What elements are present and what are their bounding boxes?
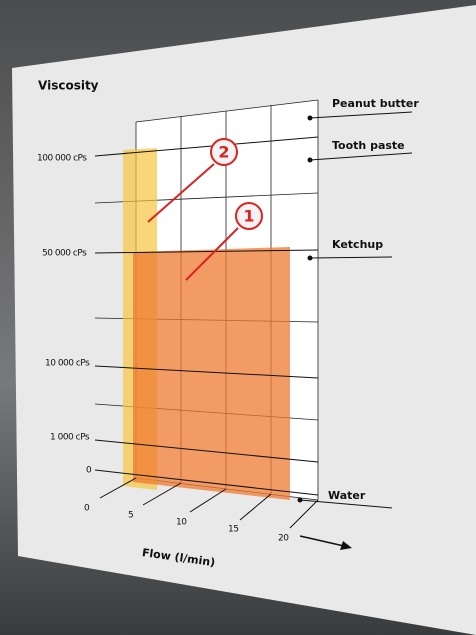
y-label: 1 000 cPs bbox=[50, 433, 90, 443]
y-label: 50 000 cPs bbox=[42, 249, 87, 259]
callout-number: 2 bbox=[218, 143, 229, 162]
x-label: 0 bbox=[84, 504, 90, 514]
x-label: 15 bbox=[228, 525, 238, 535]
material-label: Ketchup bbox=[332, 238, 383, 251]
scene: Viscosity 100 000 cPs 5 bbox=[0, 0, 476, 635]
leader-dot bbox=[308, 158, 313, 163]
y-label: 10 000 cPs bbox=[45, 359, 90, 369]
x-label: 20 bbox=[278, 534, 289, 544]
y-label: 100 000 cPs bbox=[37, 154, 87, 164]
page: Viscosity 100 000 cPs 5 bbox=[0, 0, 476, 635]
y-label: 0 bbox=[86, 466, 92, 476]
leader-dot bbox=[308, 256, 313, 261]
leader-dot bbox=[298, 498, 303, 503]
leader-dot bbox=[308, 116, 313, 121]
range-1 bbox=[133, 247, 290, 500]
x-label: 10 bbox=[176, 518, 187, 528]
material-label: Peanut butter bbox=[332, 97, 419, 110]
material-label: Water bbox=[328, 489, 366, 502]
material-label: Tooth paste bbox=[332, 139, 405, 152]
x-label: 5 bbox=[128, 511, 133, 521]
callout-number: 1 bbox=[243, 207, 254, 226]
title: Viscosity bbox=[38, 79, 99, 93]
